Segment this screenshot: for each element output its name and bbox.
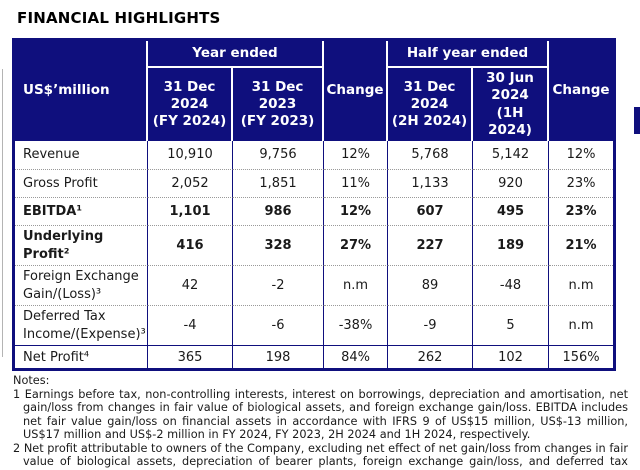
cell-value: 495 (473, 197, 550, 226)
note-item-2: 2 Net profit attributable to owners of t… (13, 442, 628, 470)
row-label: Gross Profit (15, 169, 148, 198)
cell-value: 416 (148, 225, 233, 266)
col-header-2h2024: 31 Dec 2024 (2H 2024) (388, 68, 474, 142)
cell-value: -38% (324, 305, 389, 346)
cell-value: 328 (233, 225, 325, 266)
cell-value: 986 (233, 197, 325, 226)
table-row-ebitda: EBITDA¹ 1,101 986 12% 607 495 23% (15, 197, 614, 226)
cell-value: 12% (324, 197, 389, 226)
cell-value: -4 (148, 305, 233, 346)
row-label: Foreign Exchange Gain/(Loss)³ (15, 265, 148, 306)
page-title: FINANCIAL HIGHLIGHTS (17, 9, 221, 27)
note-number: 1 (13, 387, 21, 401)
cell-value: -48 (473, 265, 550, 306)
cell-value: 84% (324, 345, 389, 369)
cell-value: 12% (324, 141, 389, 170)
cell-value: -6 (233, 305, 325, 346)
cell-value: 198 (233, 345, 325, 369)
cell-value: 23% (549, 197, 614, 226)
cell-value: 1,101 (148, 197, 233, 226)
table-row-deferred-tax: Deferred Tax Income/(Expense)³ -4 -6 -38… (15, 305, 614, 346)
change-year-header: Change (324, 41, 389, 142)
cell-value: 227 (388, 225, 474, 266)
cell-value: 607 (388, 197, 474, 226)
cell-value: 5 (473, 305, 550, 346)
half-year-ended-group-header: Half year ended (388, 41, 550, 68)
unit-label-header: US$’million (15, 41, 148, 142)
cell-value: 262 (388, 345, 474, 369)
cell-value: 1,851 (233, 169, 325, 198)
cell-value: -2 (233, 265, 325, 306)
notes-title: Notes: (13, 374, 50, 388)
row-label: Net Profit⁴ (15, 345, 148, 369)
year-ended-group-header: Year ended (148, 41, 325, 68)
cell-value: 11% (324, 169, 389, 198)
change-half-year-header: Change (549, 41, 614, 142)
cell-value: 1,133 (388, 169, 474, 198)
note-item-1: 1 Earnings before tax, non-controlling i… (13, 388, 628, 442)
table-row-gross-profit: Gross Profit 2,052 1,851 11% 1,133 920 2… (15, 169, 614, 198)
cell-value: -9 (388, 305, 474, 346)
cell-value: 156% (549, 345, 614, 369)
cell-value: 21% (549, 225, 614, 266)
row-label: EBITDA¹ (15, 197, 148, 226)
cell-value: 189 (473, 225, 550, 266)
cell-value: 12% (549, 141, 614, 170)
row-label: Revenue (15, 141, 148, 170)
cell-value: 5,768 (388, 141, 474, 170)
table-row-foreign-exchange: Foreign Exchange Gain/(Loss)³ 42 -2 n.m … (15, 265, 614, 306)
col-header-fy2024: 31 Dec 2024 (FY 2024) (148, 68, 233, 142)
row-label: Deferred Tax Income/(Expense)³ (15, 305, 148, 346)
cell-value: n.m (324, 265, 389, 306)
financial-highlights-table: US$’million Year ended Change Half year … (12, 38, 617, 372)
cell-value: 9,756 (233, 141, 325, 170)
note-text: Net profit attributable to owners of the… (23, 441, 629, 470)
cell-value: 102 (473, 345, 550, 369)
cell-value: 27% (324, 225, 389, 266)
cell-value: 89 (388, 265, 474, 306)
cell-value: 42 (148, 265, 233, 306)
table-row-net-profit: Net Profit⁴ 365 198 84% 262 102 156% (15, 345, 614, 369)
cell-value: 365 (148, 345, 233, 369)
note-number: 2 (13, 441, 21, 455)
cell-value: 2,052 (148, 169, 233, 198)
table-row-underlying-profit: Underlying Profit² 416 328 27% 227 189 2… (15, 225, 614, 266)
note-text: Earnings before tax, non-controlling int… (23, 387, 629, 442)
cell-value: 920 (473, 169, 550, 198)
col-header-1h2024: 30 Jun 2024 (1H 2024) (473, 68, 550, 142)
table-header: US$’million Year ended Change Half year … (15, 41, 614, 142)
left-edge-artifact (2, 69, 3, 357)
cell-value: n.m (549, 265, 614, 306)
cell-value: 10,910 (148, 141, 233, 170)
table-row-revenue: Revenue 10,910 9,756 12% 5,768 5,142 12% (15, 141, 614, 170)
cell-value: 5,142 (473, 141, 550, 170)
notes-section: Notes: 1 Earnings before tax, non-contro… (13, 374, 628, 470)
table-body: Revenue 10,910 9,756 12% 5,768 5,142 12%… (15, 141, 614, 369)
col-header-fy2023: 31 Dec 2023 (FY 2023) (233, 68, 325, 142)
right-edge-artifact (634, 107, 640, 134)
cell-value: n.m (549, 305, 614, 346)
cell-value: 23% (549, 169, 614, 198)
row-label: Underlying Profit² (15, 225, 148, 266)
